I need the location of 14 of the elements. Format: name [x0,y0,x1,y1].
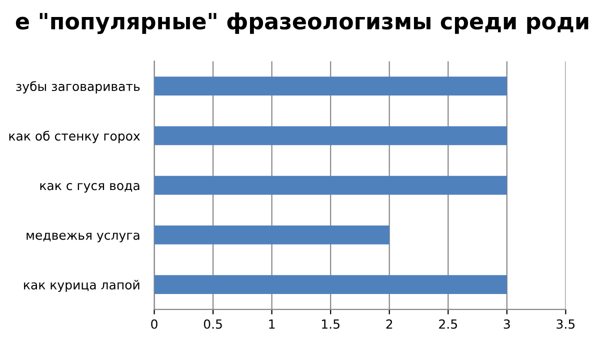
x-tick-label: 2 [386,319,392,329]
y-tick-label: как курица лапой [24,280,140,292]
x-tick-label: 0.5 [204,319,222,329]
y-tick-label: зубы заговаривать [16,81,140,94]
x-tick-label: 0 [151,319,158,329]
y-tick-label: медвежья услуга [26,232,140,242]
x-tick-label: 3.5 [556,319,575,329]
y-tick-label: как с гуся вода [40,183,140,193]
y-tick-label: как об стенку горох [9,130,140,144]
chart-title: е "популярные" фразеологизмы среди роди [16,12,588,34]
x-tick-label: 1.5 [322,320,340,329]
x-tick-label: 2.5 [439,319,457,329]
x-tick-label: 1 [269,320,275,329]
x-tick-label: 3 [504,319,510,329]
